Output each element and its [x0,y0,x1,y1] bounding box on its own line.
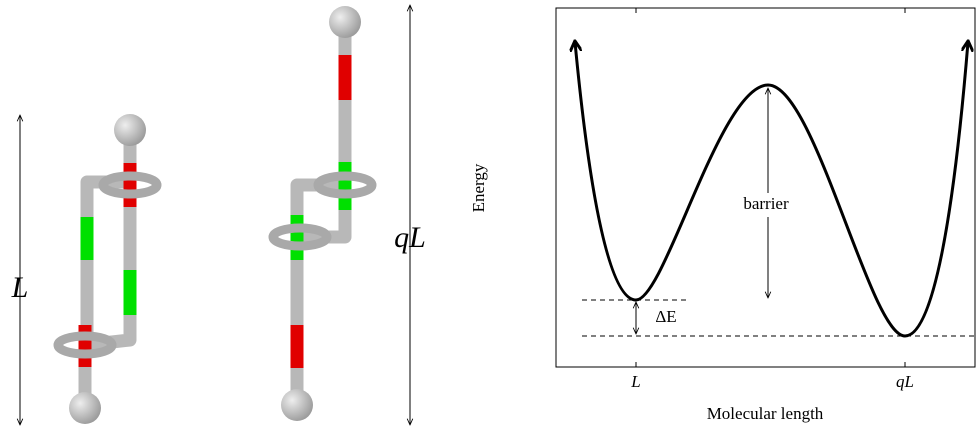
energy-plot: barrier ΔE L qL Molecular length Energy [469,7,976,423]
long-molecule: qL [268,5,426,425]
long-label: qL [394,221,426,254]
ring [98,171,162,199]
end-ball [114,114,146,146]
end-ball [69,392,101,424]
y-axis-label: Energy [469,163,488,212]
x-tick-label: qL [896,372,914,391]
barrier-label: barrier [743,194,789,213]
delta-label: ΔE [655,307,676,326]
ring [313,171,377,199]
end-ball [329,6,361,38]
rod [80,175,137,352]
plot-frame [555,7,976,368]
ring [268,223,332,251]
x-tick-label: L [630,372,640,391]
short-molecule: L [11,114,162,425]
x-axis-label: Molecular length [707,404,824,423]
energy-curve [575,42,968,338]
ring [53,331,117,359]
short-label: L [11,271,29,304]
label-background [728,193,804,217]
end-ball [281,389,313,421]
rod [290,15,352,407]
